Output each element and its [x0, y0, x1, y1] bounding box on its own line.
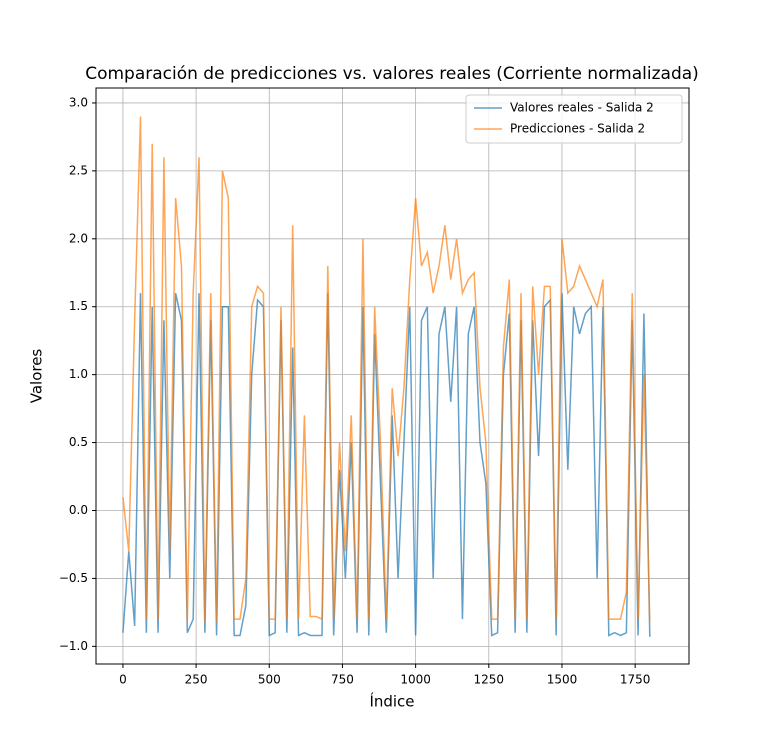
plot-frame — [95, 87, 690, 665]
y-tick-label: −1.0 — [59, 639, 88, 653]
legend-label: Valores reales - Salida 2 — [510, 101, 654, 115]
legend-label: Predicciones - Salida 2 — [510, 122, 645, 136]
x-tick-label: 0 — [119, 673, 127, 687]
y-tick-label: 1.5 — [69, 299, 88, 313]
data-line — [122, 116, 651, 622]
x-tick-label: 1250 — [474, 673, 505, 687]
y-tick-label: −0.5 — [59, 571, 88, 585]
y-tick-label: 1.0 — [69, 367, 88, 381]
y-axis-label: Valores — [28, 349, 46, 404]
x-tick-label: 750 — [331, 673, 354, 687]
x-tick-label: 1000 — [400, 673, 431, 687]
y-tick-label: 0.5 — [69, 435, 88, 449]
chart-title: Comparación de predicciones vs. valores … — [85, 64, 699, 84]
x-tick-label: 250 — [185, 673, 208, 687]
y-tick-label: 3.0 — [69, 95, 88, 109]
x-axis-label: Índice — [369, 692, 414, 711]
x-tick-label: 500 — [258, 673, 281, 687]
legend-box — [465, 94, 683, 144]
y-tick-label: 2.0 — [69, 231, 88, 245]
x-tick-label: 1750 — [620, 673, 651, 687]
y-tick-label: 0.0 — [69, 503, 88, 517]
y-tick-label: 2.5 — [69, 163, 88, 177]
x-tick-label: 1500 — [547, 673, 578, 687]
